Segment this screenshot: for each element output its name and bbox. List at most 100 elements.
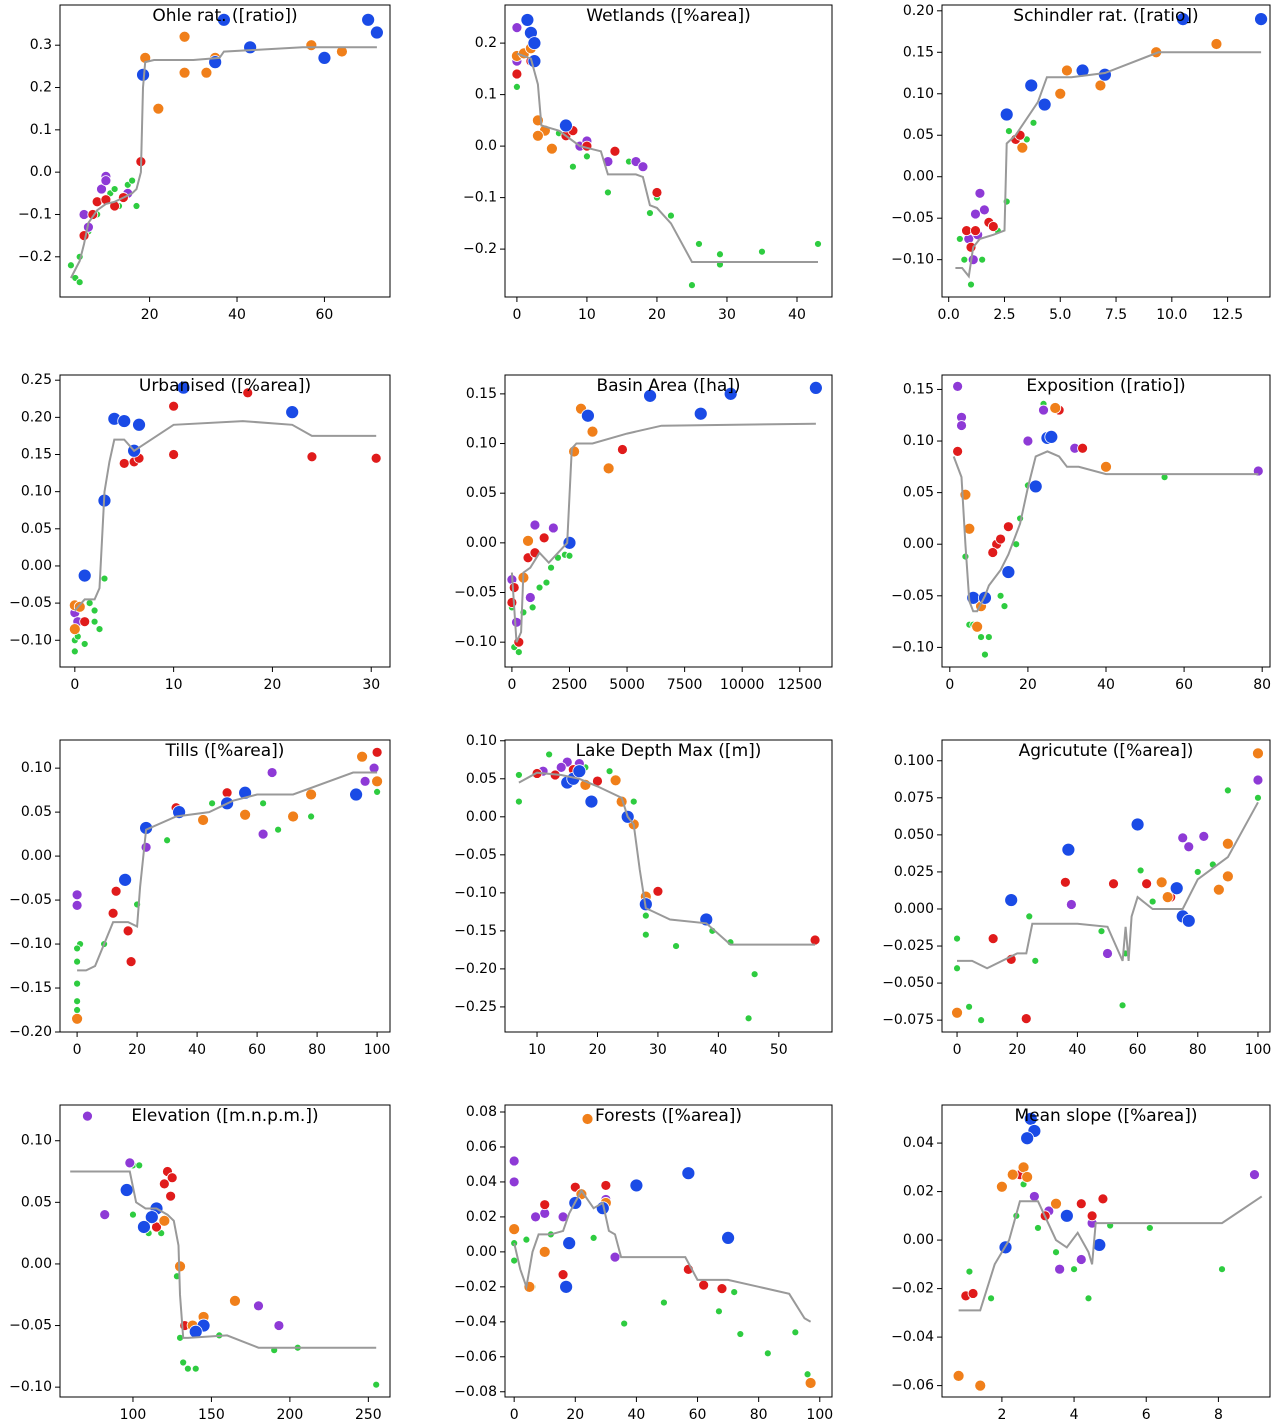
point [641, 911, 650, 920]
y-tick-label: −0.04 [891, 1329, 934, 1345]
point [977, 1016, 986, 1025]
y-tick-label: 0.05 [903, 127, 934, 143]
point [547, 522, 559, 534]
point [1193, 868, 1202, 876]
point [987, 221, 999, 232]
y-tick-label: 0.05 [903, 485, 934, 501]
y-tick-label: 0.00 [466, 535, 497, 551]
point [208, 799, 217, 808]
point [1155, 876, 1168, 889]
point [317, 50, 332, 65]
point [1177, 832, 1189, 844]
point [522, 534, 534, 547]
point [698, 1279, 710, 1291]
point [723, 386, 738, 401]
point [359, 775, 371, 787]
point [970, 208, 981, 220]
point [122, 925, 134, 937]
point [978, 204, 990, 216]
point [1077, 442, 1088, 454]
point [695, 240, 703, 248]
point [152, 102, 165, 115]
point [952, 1370, 965, 1382]
y-tick-label: 0.3 [30, 37, 52, 53]
x-tick-label: 20 [141, 307, 159, 323]
point [118, 872, 132, 887]
point [1221, 870, 1234, 883]
point [1094, 79, 1107, 92]
x-tick-label: 0.0 [938, 307, 960, 323]
point [274, 825, 283, 834]
point [1020, 1013, 1032, 1025]
trend-line [70, 46, 377, 279]
point [1049, 402, 1062, 414]
point [511, 616, 522, 628]
point [555, 761, 567, 773]
x-tick-label: 5000 [609, 677, 645, 693]
point [584, 794, 599, 809]
point [557, 1269, 569, 1281]
point [1097, 67, 1112, 82]
y-tick-label: 0.00 [21, 558, 52, 574]
point [609, 145, 621, 157]
point [257, 828, 269, 840]
point [515, 797, 523, 806]
y-tick-label: −0.10 [891, 252, 934, 268]
point [178, 66, 191, 79]
x-tick-label: 7.5 [1105, 307, 1127, 323]
point [545, 750, 554, 759]
point [305, 788, 318, 801]
point [100, 574, 109, 583]
point [716, 250, 724, 259]
x-tick-label: 60 [689, 1407, 707, 1423]
point [965, 241, 977, 253]
point [693, 406, 708, 421]
point [730, 1288, 739, 1296]
trend-line [510, 422, 816, 643]
point [791, 1328, 800, 1337]
y-tick-label: −0.025 [882, 938, 934, 954]
point [1028, 479, 1043, 494]
x-tick-label: 20 [1008, 1042, 1026, 1058]
point [961, 225, 972, 237]
x-tick-label: 10 [528, 1042, 546, 1058]
x-tick-label: 30 [649, 1042, 667, 1058]
point [197, 814, 210, 826]
point [75, 278, 84, 287]
x-tick-label: 2 [997, 1407, 1006, 1423]
x-tick-label: 0 [73, 1042, 82, 1058]
x-tick-label: 50 [770, 1042, 788, 1058]
point [508, 1223, 521, 1236]
y-tick-label: 0.15 [21, 447, 52, 463]
point [530, 1211, 541, 1223]
point [259, 799, 268, 808]
point [361, 12, 376, 27]
point [538, 1245, 551, 1258]
y-tick-label: 0.25 [21, 372, 52, 388]
y-tick-label: −0.15 [9, 980, 52, 996]
x-tick-label: 200 [277, 1407, 304, 1423]
y-tick-label: 0.00 [21, 848, 52, 864]
point [135, 1161, 144, 1170]
point [660, 1298, 668, 1307]
point [581, 408, 595, 423]
point [243, 40, 258, 55]
trend-line [70, 1170, 377, 1349]
axes-frame [504, 374, 833, 668]
point [68, 623, 81, 636]
point [609, 1251, 621, 1263]
point [1252, 747, 1264, 760]
y-tick-label: 0.06 [466, 1139, 497, 1155]
chart-title: Elevation ([m.n.p.m.]) [131, 1106, 318, 1126]
point [715, 1307, 723, 1316]
x-tick-label: 30 [362, 677, 380, 693]
point [952, 445, 964, 457]
point [179, 1358, 188, 1367]
point [266, 767, 278, 778]
y-tick-label: −0.10 [9, 1379, 52, 1395]
point [515, 771, 523, 779]
point [176, 380, 191, 395]
point [1183, 841, 1195, 853]
point [995, 533, 1006, 545]
point [1118, 1001, 1127, 1010]
